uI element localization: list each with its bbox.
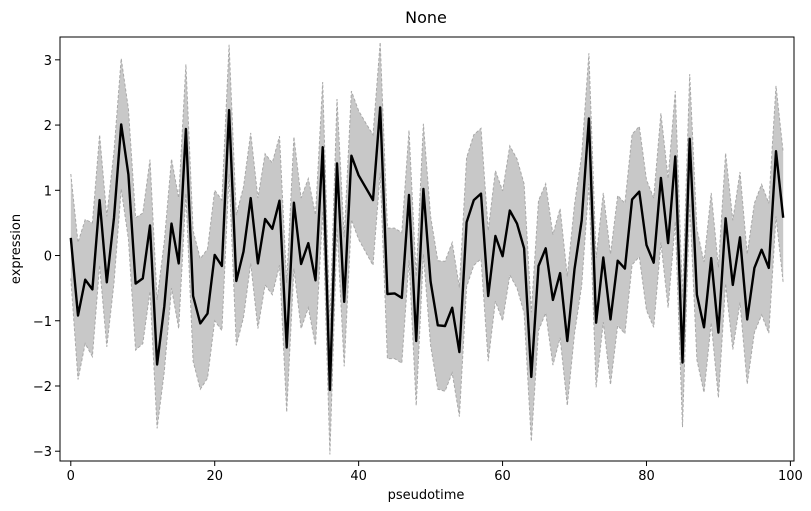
series-line-group — [69, 106, 785, 392]
x-tick-label: 80 — [638, 469, 655, 484]
x-tick-label: 100 — [778, 469, 803, 484]
y-axis-label: expression — [9, 214, 24, 284]
y-tick-label: −3 — [33, 445, 52, 460]
x-tick-label: 0 — [67, 469, 75, 484]
y-tick-label: −2 — [33, 380, 52, 395]
y-tick-label: 0 — [44, 250, 52, 265]
band-lower-edge — [70, 172, 784, 455]
x-tick-label: 20 — [206, 469, 223, 484]
plot-frame — [59, 36, 795, 462]
y-tick-label: 1 — [44, 184, 52, 199]
x-axis-ticks: 0 20 40 60 80 100 — [67, 461, 803, 484]
x-tick-label: 40 — [350, 469, 367, 484]
band-upper-edge — [70, 42, 784, 326]
y-tick-label: −1 — [33, 315, 52, 330]
x-axis-label: pseudotime — [388, 488, 465, 503]
y-axis-ticks: −3 −2 −1 0 1 2 3 — [33, 54, 60, 460]
chart-title: None — [405, 8, 447, 27]
series-line — [69, 106, 785, 392]
x-tick-label: 60 — [494, 469, 511, 484]
y-tick-label: 3 — [44, 54, 52, 69]
y-tick-label: 2 — [44, 119, 52, 134]
